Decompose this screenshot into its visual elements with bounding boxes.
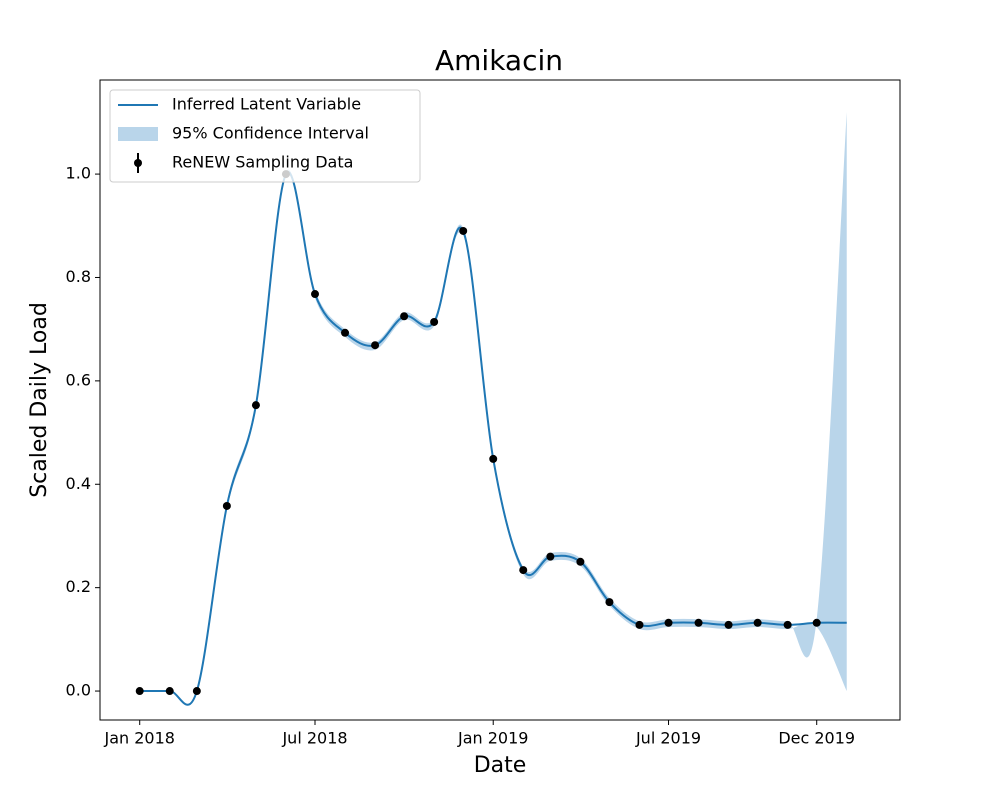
sample-point [400,312,409,321]
legend-band-key [118,127,158,141]
sample-point [341,328,350,337]
chart-title: Amikacin [435,44,563,77]
sample-point [694,618,703,627]
sample-point [251,401,260,410]
sample-point [724,620,733,629]
sample-point [753,618,762,627]
y-tick-label: 0.8 [66,267,91,286]
sample-point [489,454,498,463]
legend-point-key [134,159,142,167]
confidence-band [139,112,847,706]
sample-point [311,290,320,299]
plot-area [99,79,901,721]
y-tick-label: 0.6 [66,370,91,389]
sample-point [664,618,673,627]
sample-point [222,501,231,510]
y-tick-label: 0.4 [66,474,91,493]
sample-point [812,618,821,627]
legend-box [109,89,421,183]
sample-point [519,566,528,575]
sample-point [459,226,468,235]
sample-point [605,598,614,607]
sample-point [192,687,201,696]
y-axis-label: Scaled Daily Load [27,302,52,498]
y-tick-label: 1.0 [66,164,91,183]
sample-point [635,620,644,629]
x-tick-label: Dec 2019 [778,729,855,748]
legend-label: Inferred Latent Variable [172,95,361,114]
x-tick-label: Jul 2019 [635,729,701,748]
y-tick-label: 0.2 [66,577,91,596]
x-axis-label: Date [474,753,527,778]
sample-point [546,552,555,561]
y-tick-label: 0.0 [66,681,91,700]
legend-label: ReNEW Sampling Data [172,153,353,172]
sample-point [576,557,585,566]
x-tick-label: Jan 2018 [103,729,174,748]
latent-line [139,171,847,706]
sample-point [135,687,144,696]
sample-point [165,687,174,696]
x-tick-label: Jul 2018 [281,729,347,748]
legend-label: 95% Confidence Interval [172,124,369,143]
x-tick-label: Jan 2019 [457,729,528,748]
sample-point [783,620,792,629]
sample-point [430,317,439,326]
sample-point [371,341,380,350]
